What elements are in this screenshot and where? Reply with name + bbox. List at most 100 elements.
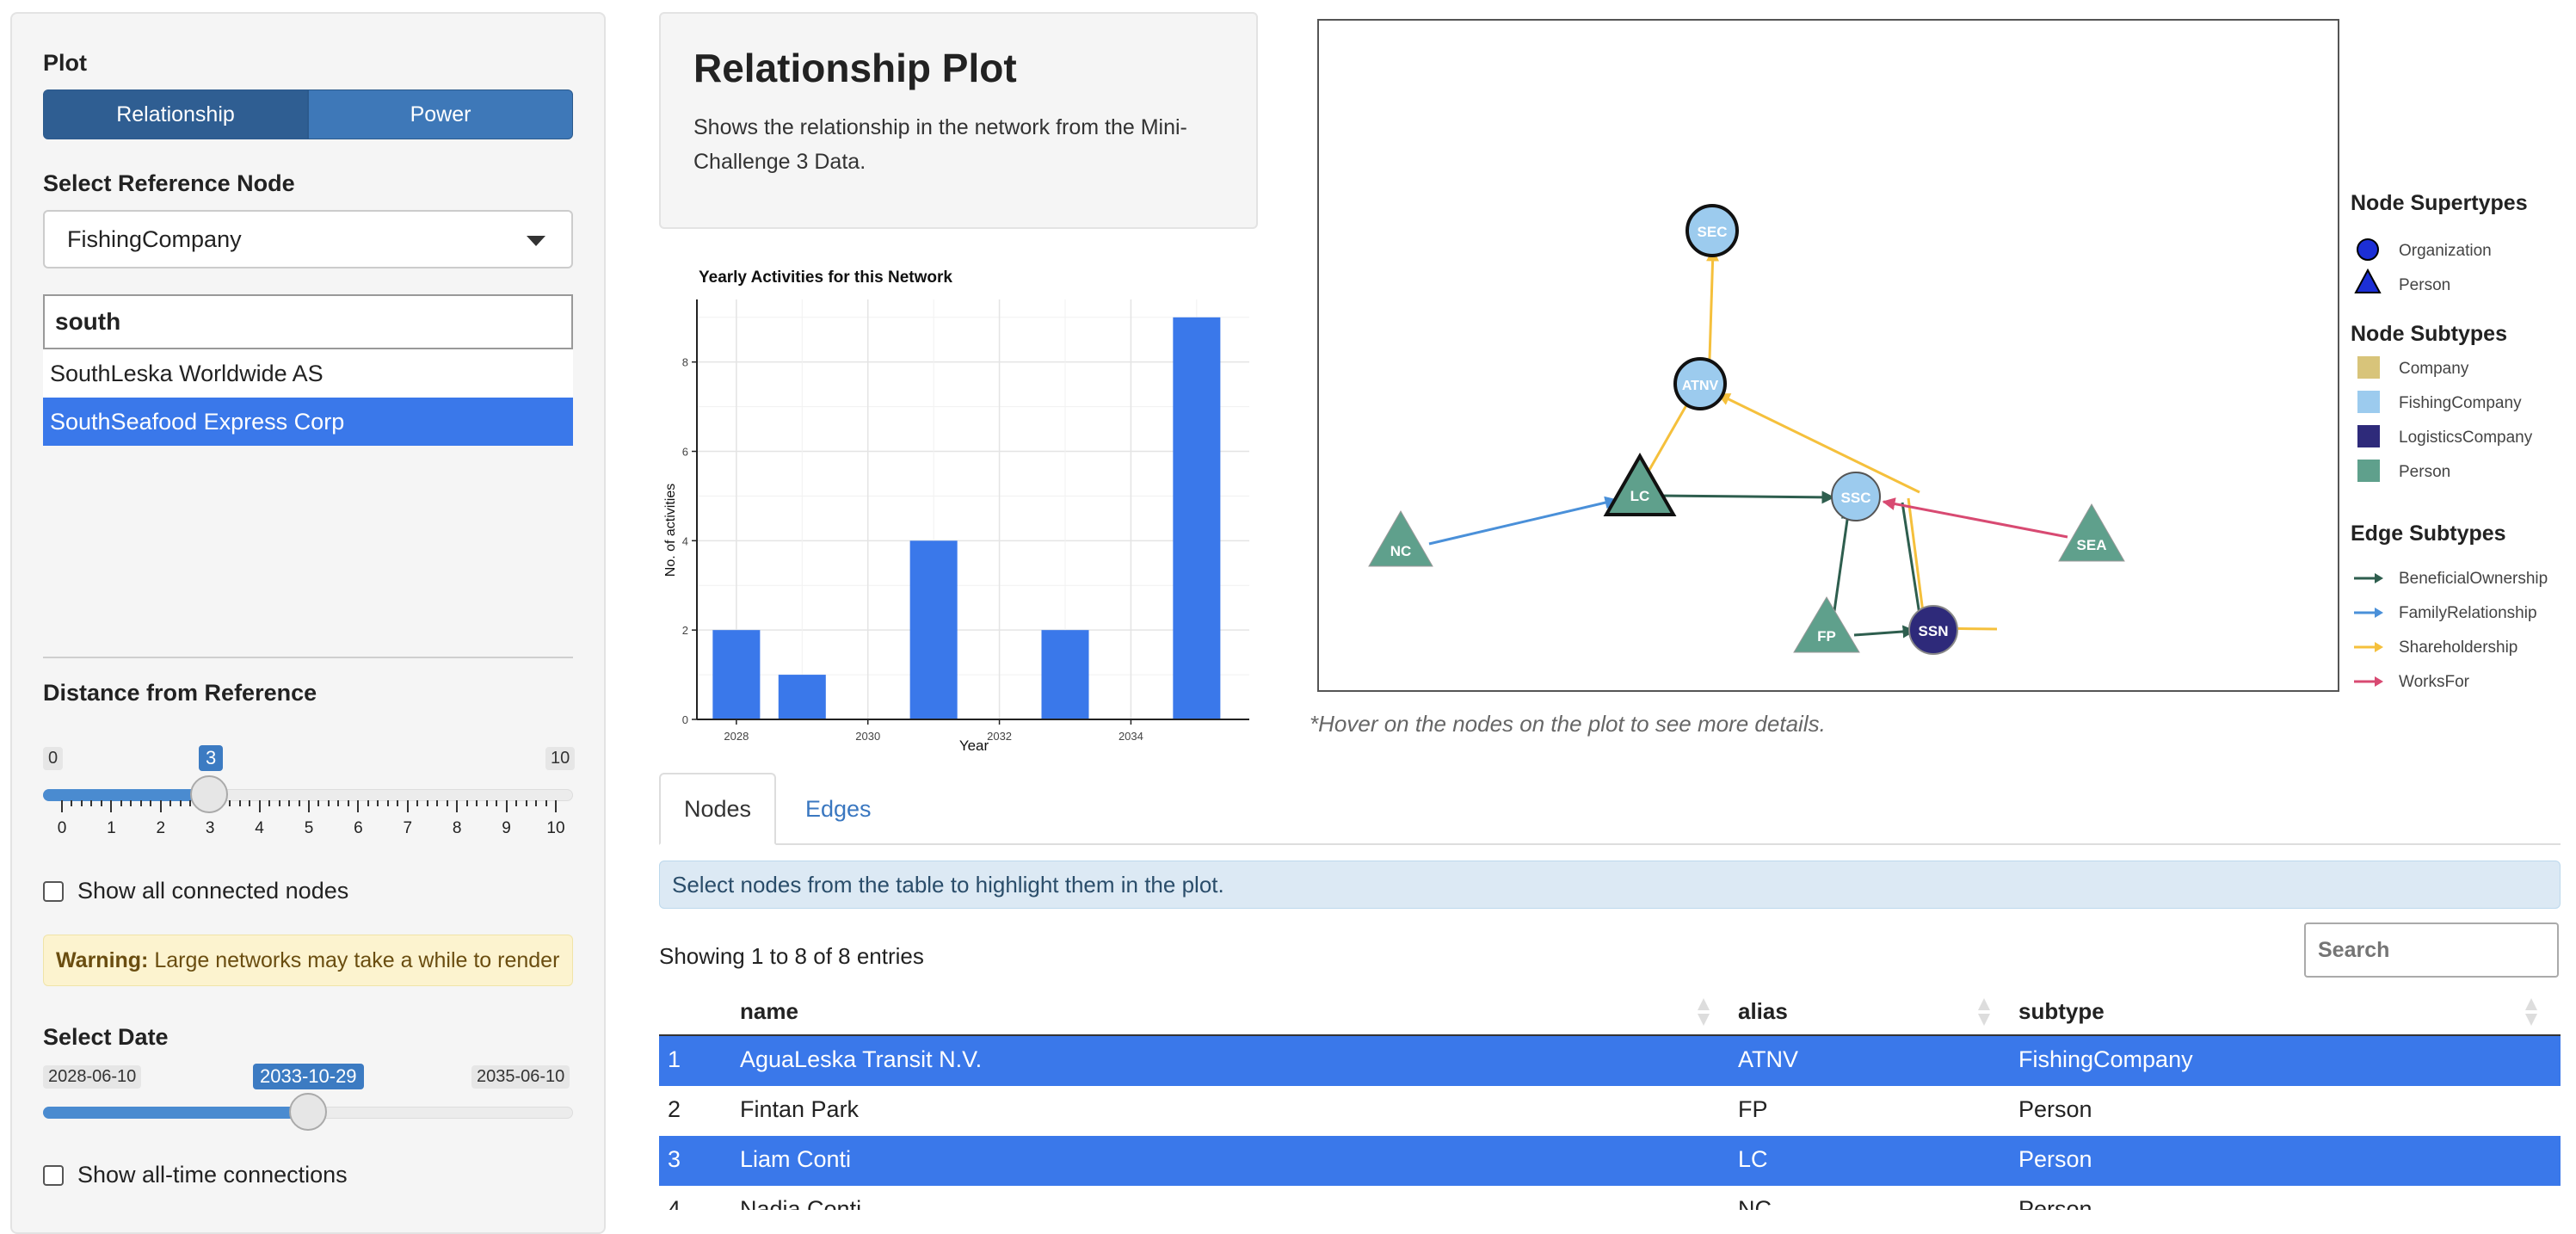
yearly-activities-chart: Yearly Activities for this Network 0 2 4 6 8… bbox=[663, 268, 1249, 754]
table-info: Showing 1 to 8 of 8 entries bbox=[659, 943, 924, 969]
sort-icon[interactable] bbox=[1975, 996, 1993, 1027]
table-row[interactable]: 2 Fintan Park FP Person bbox=[668, 1096, 2092, 1122]
slider-tick-label: 5 bbox=[304, 819, 314, 837]
legend-subtype-label: LogisticsCompany bbox=[2399, 429, 2533, 447]
reference-node-value: FishingCompany bbox=[67, 225, 242, 252]
slider-minor-tick bbox=[545, 800, 547, 806]
bar-2031 bbox=[909, 540, 958, 719]
distance-min: 0 bbox=[43, 747, 64, 770]
network-plot[interactable]: SEC ATNV LC SSC NC SEA FP SSN bbox=[1317, 19, 2339, 692]
column-header-name[interactable]: name bbox=[740, 998, 798, 1024]
y-tick-label: 4 bbox=[682, 534, 688, 547]
date-slider-fill bbox=[43, 1107, 308, 1119]
x-tick-label: 2028 bbox=[724, 730, 749, 743]
slider-tick-label: 8 bbox=[452, 819, 462, 837]
bar-2035 bbox=[1173, 317, 1221, 719]
x-tick-label: 2034 bbox=[1119, 730, 1143, 743]
slider-minor-tick bbox=[71, 800, 73, 806]
network-plot-frame[interactable] bbox=[1317, 19, 2339, 692]
chart-title: Yearly Activities for this Network bbox=[699, 268, 952, 287]
bar-2028 bbox=[712, 630, 761, 719]
slider-tick bbox=[555, 800, 557, 812]
power-toggle-button[interactable]: Power bbox=[308, 89, 573, 139]
slider-tick bbox=[456, 800, 459, 812]
distance-max: 10 bbox=[545, 747, 576, 770]
slider-tick bbox=[110, 800, 113, 812]
slider-minor-tick bbox=[189, 800, 192, 806]
node-nc[interactable]: NC bbox=[1368, 510, 1433, 567]
table-header-divider bbox=[659, 1034, 2561, 1037]
slider-minor-tick bbox=[327, 800, 330, 806]
table-row[interactable]: 3 Liam Conti LC Person bbox=[659, 1136, 2561, 1186]
arrow-icon bbox=[2375, 608, 2383, 618]
chart-grid bbox=[697, 299, 1249, 720]
edge-shareholdership bbox=[1716, 392, 1920, 494]
svg-text:SEC: SEC bbox=[1698, 224, 1728, 240]
slider-minor-tick bbox=[268, 800, 271, 806]
node-ssn[interactable]: SSN bbox=[1908, 605, 1958, 655]
slider-minor-tick bbox=[179, 800, 182, 806]
slider-minor-tick bbox=[139, 800, 142, 806]
date-min: 2028-06-10 bbox=[43, 1065, 142, 1089]
distance-label: Distance from Reference bbox=[43, 680, 317, 706]
legend-edge-label: Shareholdership bbox=[2399, 639, 2517, 657]
show-all-time-checkbox[interactable] bbox=[43, 1165, 64, 1186]
chart-axes: 0 2 4 6 8 2028 2030 2032 2034 bbox=[682, 299, 1249, 743]
column-header-alias[interactable]: alias bbox=[1738, 998, 1788, 1024]
node-fp[interactable]: FP bbox=[1793, 596, 1860, 653]
legend-swatch bbox=[2357, 391, 2380, 413]
edge-shareholdership bbox=[1706, 248, 1720, 360]
date-slider-thumb[interactable] bbox=[289, 1093, 327, 1131]
organization-legend-icon bbox=[2357, 238, 2379, 261]
table-row[interactable]: 4 Nadia Conti NC Person bbox=[668, 1196, 2092, 1210]
sort-icon[interactable] bbox=[1695, 996, 1712, 1027]
legend-swatch bbox=[2357, 356, 2380, 379]
node-lc[interactable]: LC bbox=[1603, 452, 1677, 516]
slider-tick-label: 2 bbox=[156, 819, 166, 837]
slider-minor-tick bbox=[288, 800, 291, 806]
legend-edges-title: Edge Subtypes bbox=[2351, 521, 2506, 546]
column-header-subtype[interactable]: subtype bbox=[2018, 998, 2105, 1024]
relationship-toggle-button[interactable]: Relationship bbox=[43, 89, 308, 139]
node-ssc[interactable]: SSC bbox=[1831, 472, 1881, 521]
legend-edge-label: FamilyRelationship bbox=[2399, 604, 2537, 622]
y-tick-label: 8 bbox=[682, 356, 688, 369]
date-value-badge: 2033-10-29 bbox=[253, 1064, 364, 1089]
table-search-input[interactable] bbox=[2304, 922, 2559, 978]
node-atnv[interactable]: ATNV bbox=[1673, 357, 1727, 410]
table-row[interactable]: 1 AguaLeska Transit N.V. ATNV FishingCom… bbox=[659, 1036, 2561, 1086]
dropdown-option[interactable]: SouthLeska Worldwide AS bbox=[43, 349, 573, 398]
tab-divider bbox=[659, 843, 2561, 845]
slider-minor-tick bbox=[386, 800, 389, 806]
tab-edges[interactable]: Edges bbox=[805, 795, 872, 822]
distance-slider-thumb[interactable] bbox=[190, 775, 228, 813]
slider-tick bbox=[406, 800, 409, 812]
slider-tick-label: 7 bbox=[403, 819, 413, 837]
tab-nodes[interactable]: Nodes bbox=[659, 773, 776, 845]
slider-tick-label: 4 bbox=[255, 819, 264, 837]
warning-bold: Warning: bbox=[56, 947, 149, 972]
node-sec[interactable]: SEC bbox=[1685, 204, 1739, 257]
slider-minor-tick bbox=[485, 800, 488, 806]
slider-minor-tick bbox=[100, 800, 102, 806]
dropdown-option-selected[interactable]: SouthSeafood Express Corp bbox=[43, 398, 573, 446]
node-search-input[interactable]: south bbox=[43, 294, 573, 349]
warning-alert: Warning: Large networks may take a while… bbox=[43, 935, 573, 986]
svg-text:SSN: SSN bbox=[1919, 623, 1949, 639]
slider-tick-label: 6 bbox=[354, 819, 363, 837]
reference-node-select[interactable]: FishingCompany bbox=[43, 210, 573, 268]
hover-note: *Hover on the nodes on the plot to see m… bbox=[1310, 711, 1826, 737]
date-max: 2035-06-10 bbox=[471, 1065, 570, 1089]
x-tick-label: 2032 bbox=[987, 730, 1012, 743]
sort-icon[interactable] bbox=[2523, 996, 2540, 1027]
legend-swatch bbox=[2357, 425, 2380, 447]
slider-minor-tick bbox=[317, 800, 320, 806]
edge-shareholdership bbox=[1648, 398, 1692, 471]
node-sea[interactable]: SEA bbox=[2058, 503, 2125, 562]
slider-minor-tick bbox=[249, 800, 251, 806]
y-tick-label: 0 bbox=[682, 713, 688, 726]
svg-text:NC: NC bbox=[1390, 543, 1412, 559]
slider-minor-tick bbox=[278, 800, 280, 806]
legend-organization: Organization bbox=[2399, 242, 2492, 260]
show-all-connected-checkbox[interactable] bbox=[43, 881, 64, 902]
